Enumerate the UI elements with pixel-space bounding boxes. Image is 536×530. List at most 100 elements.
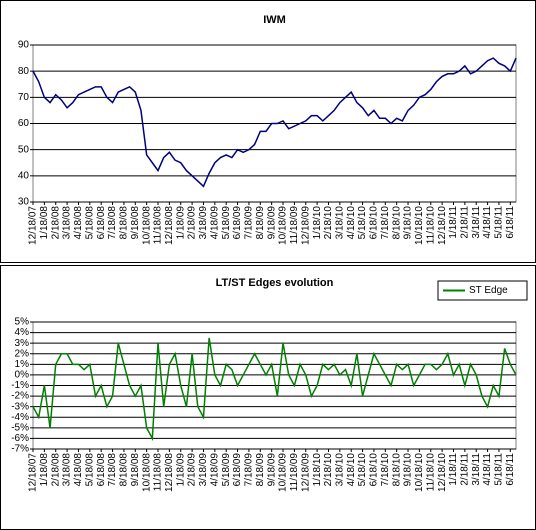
x-tick-label: 6/18/09 [232,206,243,240]
x-tick-label: 3/18/11 [471,453,482,486]
y-tick-label: 80 [18,66,30,77]
y-tick-label: 70 [18,92,30,103]
x-tick-label: 4/18/11 [482,206,493,239]
x-tick-label: 9/18/08 [130,453,141,487]
x-tick-label: 3/18/08 [62,453,73,487]
y-tick-label: -3% [11,401,29,412]
x-tick-label: 1/18/08 [39,453,50,487]
x-tick-label: 9/18/10 [403,206,414,240]
y-tick-label: -5% [11,422,29,433]
x-tick-label: 5/18/11 [494,453,505,486]
data-line [32,57,517,188]
x-tick-label: 12/18/07 [28,206,39,245]
x-tick-label: 1/18/11 [448,206,459,239]
chart-title: LT/ST Edges evolution [216,277,334,289]
x-tick-label: 3/18/11 [471,206,482,239]
x-tick-label: 2/18/09 [187,453,198,487]
x-tick-label: 1/18/09 [175,206,186,240]
x-tick-label: 5/18/08 [84,453,95,487]
y-tick-label: 1% [15,359,30,370]
x-tick-label: 7/18/10 [380,206,391,240]
x-tick-label: 2/18/08 [50,453,61,487]
x-tick-label: 11/18/09 [289,206,300,245]
x-tick-label: 11/18/08 [153,206,164,245]
x-tick-label: 7/18/09 [244,453,255,487]
x-tick-label: 1/18/08 [39,206,50,240]
y-tick-label: 0% [15,370,30,381]
x-tick-label: 11/18/09 [289,453,300,492]
x-tick-label: 3/18/10 [334,453,345,487]
x-tick-label: 1/18/09 [175,453,186,487]
x-tick-label: 7/18/08 [107,453,118,487]
x-tick-label: 3/18/10 [334,206,345,240]
x-tick-label: 3/18/08 [62,206,73,240]
x-tick-label: 12/18/08 [164,453,175,492]
x-tick-label: 5/18/11 [494,206,505,239]
x-tick-label: 6/18/11 [505,453,516,486]
x-tick-label: 8/18/10 [391,206,402,240]
x-tick-label: 2/18/11 [459,453,470,486]
x-tick-label: 7/18/08 [107,206,118,240]
x-tick-label: 10/18/08 [141,206,152,245]
x-tick-label: 6/18/08 [96,453,107,487]
data-line [32,337,517,442]
y-tick-label: 50 [18,144,30,155]
x-tick-label: 3/18/09 [198,453,209,487]
x-tick-label: 11/18/08 [153,453,164,492]
x-tick-label: 10/18/10 [414,206,425,245]
y-tick-label: -2% [11,391,29,402]
x-tick-label: 6/18/10 [369,206,380,240]
x-tick-label: 4/18/10 [346,453,357,487]
x-tick-label: 12/18/09 [300,453,311,492]
x-tick-label: 10/18/09 [278,453,289,492]
x-tick-label: 8/18/09 [255,453,266,487]
y-tick-label: 60 [18,118,30,129]
x-tick-label: 4/18/08 [73,453,84,487]
x-tick-label: 1/18/10 [312,206,323,240]
x-tick-label: 7/18/10 [380,453,391,487]
x-tick-label: 9/18/08 [130,206,141,240]
x-tick-label: 12/18/10 [437,453,448,492]
x-tick-label: 11/18/10 [425,453,436,492]
y-tick-label: -7% [11,444,29,455]
x-tick-label: 3/18/09 [198,206,209,240]
x-tick-label: 6/18/10 [369,453,380,487]
legend-label: ST Edge [469,285,508,296]
x-tick-label: 2/18/08 [50,206,61,240]
x-tick-label: 5/18/09 [221,206,232,240]
x-tick-label: 12/18/09 [300,206,311,245]
x-tick-label: 2/18/10 [323,453,334,487]
x-tick-label: 8/18/08 [119,453,130,487]
x-tick-label: 4/18/09 [209,206,220,240]
x-tick-label: 7/18/09 [244,206,255,240]
x-tick-label: 5/18/10 [357,453,368,487]
chart-title: IWM [263,14,286,26]
x-tick-label: 5/18/09 [221,453,232,487]
x-tick-label: 10/18/08 [141,453,152,492]
y-tick-label: 2% [15,348,30,359]
y-tick-label: 30 [18,197,30,208]
x-tick-label: 9/18/10 [403,453,414,487]
x-tick-label: 1/18/10 [312,453,323,487]
x-tick-label: 4/18/09 [209,453,220,487]
x-tick-label: 8/18/10 [391,453,402,487]
x-tick-label: 9/18/09 [266,453,277,487]
y-tick-label: -4% [11,412,29,423]
y-tick-label: 3% [15,338,30,349]
x-tick-label: 5/18/08 [84,206,95,240]
legend-box [437,280,528,301]
x-tick-label: 2/18/09 [187,206,198,240]
x-tick-label: 12/18/08 [164,206,175,245]
x-tick-label: 11/18/10 [425,206,436,245]
x-tick-label: 9/18/09 [266,206,277,240]
y-tick-label: 4% [15,327,30,338]
x-tick-label: 4/18/11 [482,453,493,486]
y-tick-label: -6% [11,433,29,444]
x-tick-label: 5/18/10 [357,206,368,240]
x-tick-label: 8/18/09 [255,206,266,240]
x-tick-label: 6/18/08 [96,206,107,240]
x-tick-label: 2/18/11 [459,206,470,239]
x-tick-label: 10/18/10 [414,453,425,492]
x-tick-label: 12/18/07 [28,453,39,492]
